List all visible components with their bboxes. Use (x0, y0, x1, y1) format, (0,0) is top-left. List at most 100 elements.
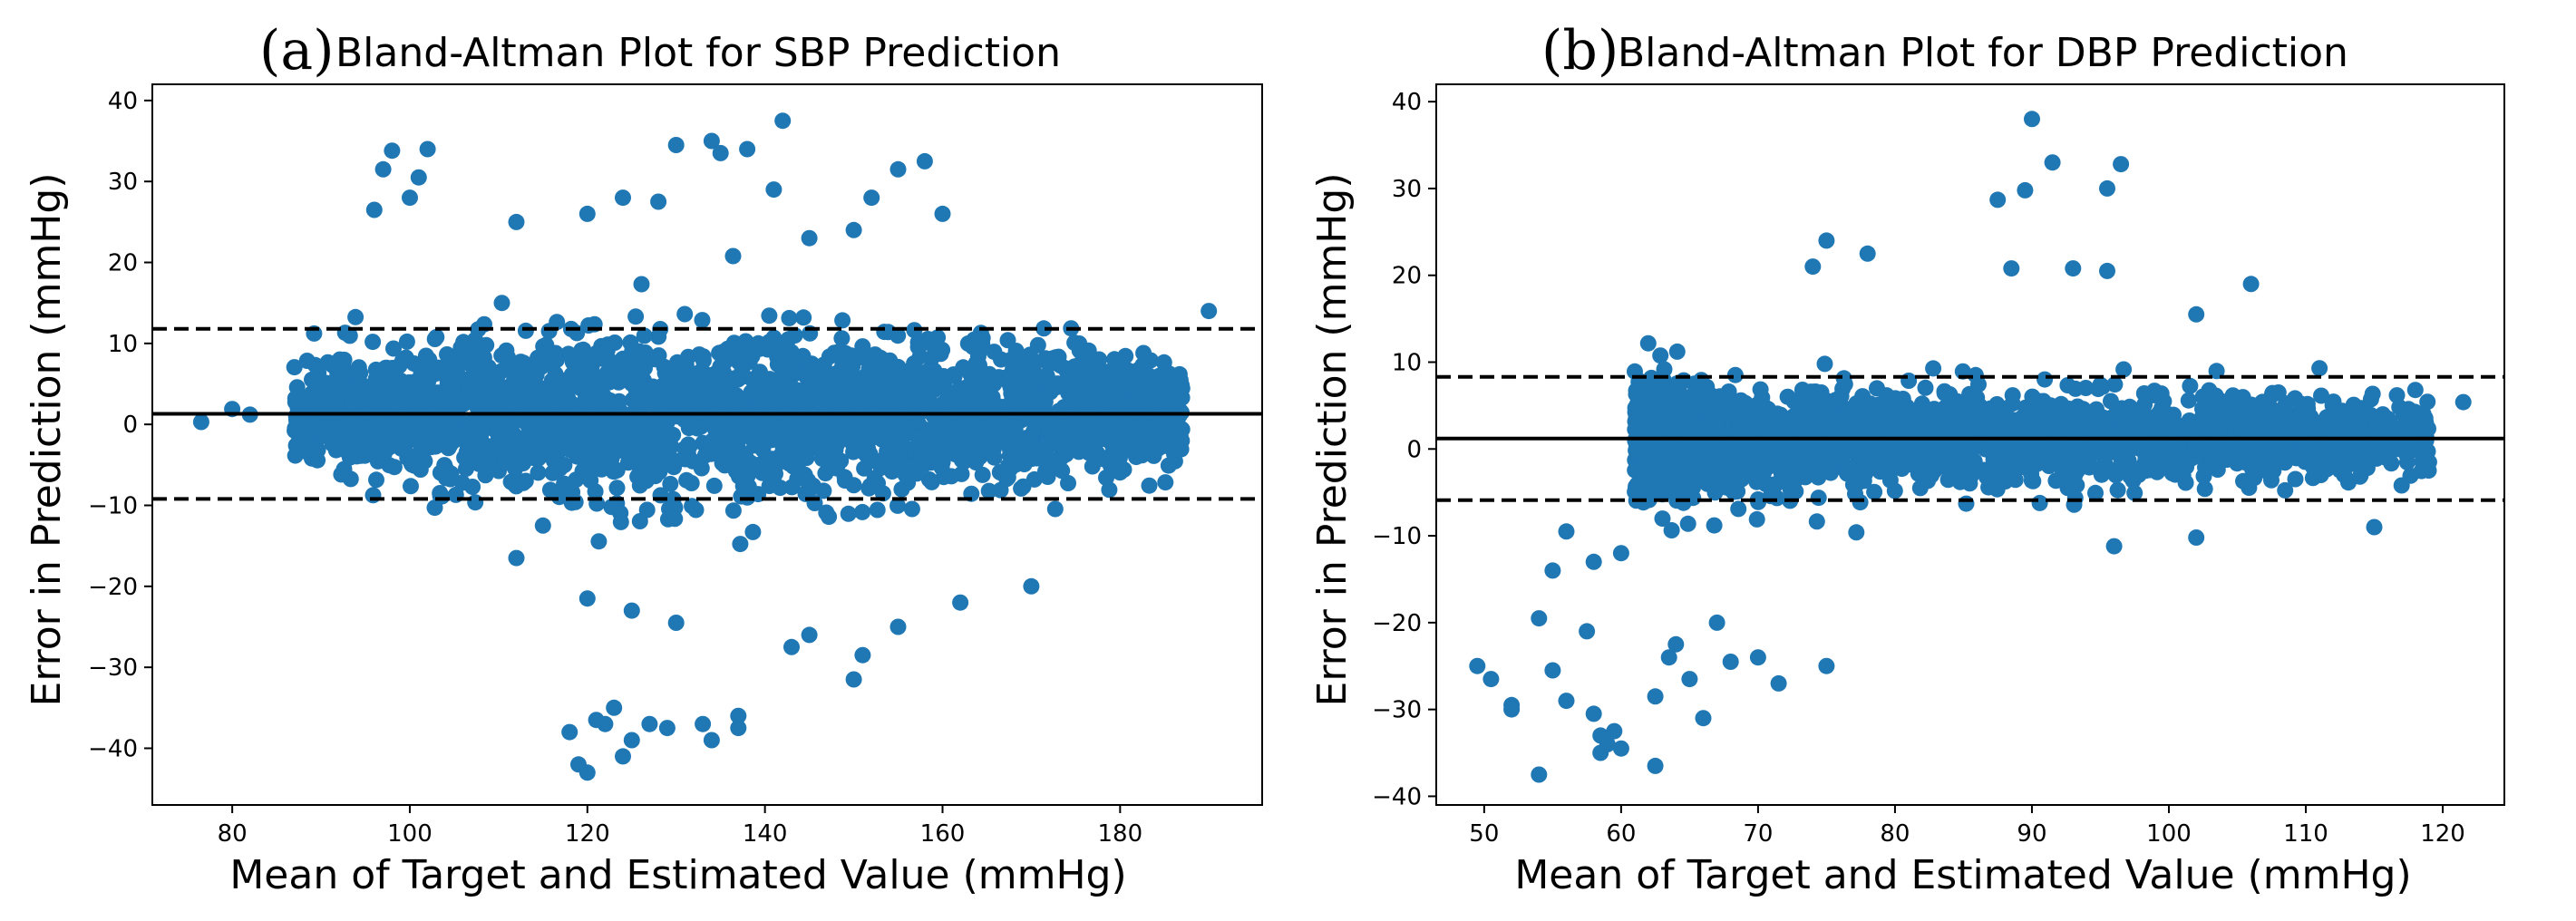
scatter-point (2177, 474, 2194, 491)
scatter-point (889, 497, 906, 514)
scatter-point (341, 327, 358, 344)
scatter-point (1935, 456, 1951, 473)
scatter-point (398, 333, 415, 350)
scatter-point (980, 482, 997, 499)
scatter-point (967, 454, 985, 470)
scatter-point (2029, 424, 2046, 441)
scatter-point (724, 247, 742, 265)
scatter-point (2377, 431, 2395, 449)
scatter-point (2210, 417, 2227, 434)
scatter-point (286, 359, 303, 376)
scatter-point-outlier (1660, 649, 1677, 666)
scatter-point-outlier (658, 720, 676, 737)
scatter-point (663, 438, 680, 455)
scatter-point (661, 366, 678, 383)
scatter-point (439, 346, 455, 363)
y-tick-label: 0 (1406, 436, 1422, 463)
scatter-point (544, 464, 561, 481)
scatter-point (2196, 480, 2213, 498)
scatter-point-outlier (845, 671, 862, 688)
scatter-point (636, 327, 653, 344)
x-tick-label: 90 (2017, 820, 2046, 848)
scatter-point-outlier (1558, 523, 1575, 540)
scatter-point (477, 365, 494, 383)
y-tick-label: 30 (1392, 176, 1422, 203)
panel-title-sbp: Bland-Altman Plot for SBP Prediction (335, 30, 1061, 76)
y-tick-label: −40 (1372, 783, 1422, 810)
y-tick-label: 40 (1392, 89, 1422, 116)
scatter-point (942, 425, 958, 442)
scatter-point-outlier (845, 221, 862, 238)
scatter-point (1985, 463, 2002, 480)
scatter-point (1953, 404, 1970, 422)
scatter-point (2180, 392, 2197, 409)
scatter-point-outlier (2242, 276, 2260, 293)
scatter-point-outlier (2406, 382, 2424, 399)
scatter-point (1726, 366, 1744, 383)
scatter-point (1039, 469, 1056, 485)
scatter-point (547, 365, 564, 383)
scatter-point (834, 383, 851, 401)
scatter-point-outlier (952, 594, 969, 611)
scatter-point (1687, 383, 1704, 400)
scatter-point (287, 393, 304, 411)
scatter-point (1897, 422, 1914, 439)
plot-area-dbp (1435, 83, 2505, 806)
scatter-point (1808, 449, 1825, 466)
scatter-point (784, 458, 802, 475)
scatter-point (2225, 408, 2242, 425)
scatter-point (332, 367, 349, 384)
scatter-point (734, 398, 751, 415)
scatter-point (876, 324, 893, 341)
scatter-point (955, 453, 972, 470)
y-tick-label: −40 (88, 735, 138, 762)
scatter-point-outlier (578, 205, 596, 222)
scatter-point (1879, 446, 1896, 463)
scatter-point (452, 351, 468, 368)
scatter-point (714, 372, 731, 389)
scatter-point (678, 471, 695, 489)
scatter-point (2031, 494, 2048, 511)
scatter-point (676, 305, 694, 323)
x-tick-label: 100 (2146, 820, 2192, 848)
scatter-point-outlier (765, 181, 783, 199)
y-axis-label-sbp: Error in Prediction (mmHg) (24, 173, 70, 707)
scatter-point-outlier (374, 160, 392, 178)
scatter-point-outlier (1749, 649, 1766, 666)
scatter-point (2054, 452, 2071, 470)
scatter-point (403, 455, 420, 472)
scatter-point (1066, 334, 1084, 352)
scatter-point (287, 447, 304, 464)
scatter-point (1642, 471, 1659, 489)
scatter-point (1020, 375, 1037, 393)
scatter-point (593, 376, 610, 393)
scatter-point-outlier (419, 141, 436, 158)
y-tick-label: −10 (1372, 523, 1422, 550)
scatter-point-outlier (1503, 701, 1521, 718)
scatter-point (961, 431, 978, 449)
scatter-point (1141, 477, 1158, 494)
scatter-point (631, 513, 648, 529)
scatter-point (933, 459, 950, 476)
scatter-point (726, 370, 744, 387)
scatter-point (1657, 464, 1673, 481)
scatter-point (1785, 414, 1803, 431)
scatter-point (575, 380, 592, 397)
scatter-point (767, 457, 784, 474)
scatter-point (541, 481, 559, 499)
scatter-point (652, 487, 669, 504)
scatter-point (1117, 347, 1134, 364)
y-tick-label: 20 (108, 250, 138, 277)
scatter-point (761, 307, 778, 325)
scatter-point-outlier (1469, 657, 1486, 674)
scatter-point (854, 503, 871, 520)
scatter-point (603, 499, 620, 516)
scatter-point (2313, 387, 2329, 404)
scatter-point (391, 357, 408, 374)
scatter-point (1652, 347, 1669, 364)
scatter-point (428, 328, 445, 345)
panel-letter-b: (b) (1541, 19, 1619, 82)
scatter-point (644, 379, 661, 396)
scatter-point (744, 523, 762, 540)
scatter-point (935, 368, 952, 384)
